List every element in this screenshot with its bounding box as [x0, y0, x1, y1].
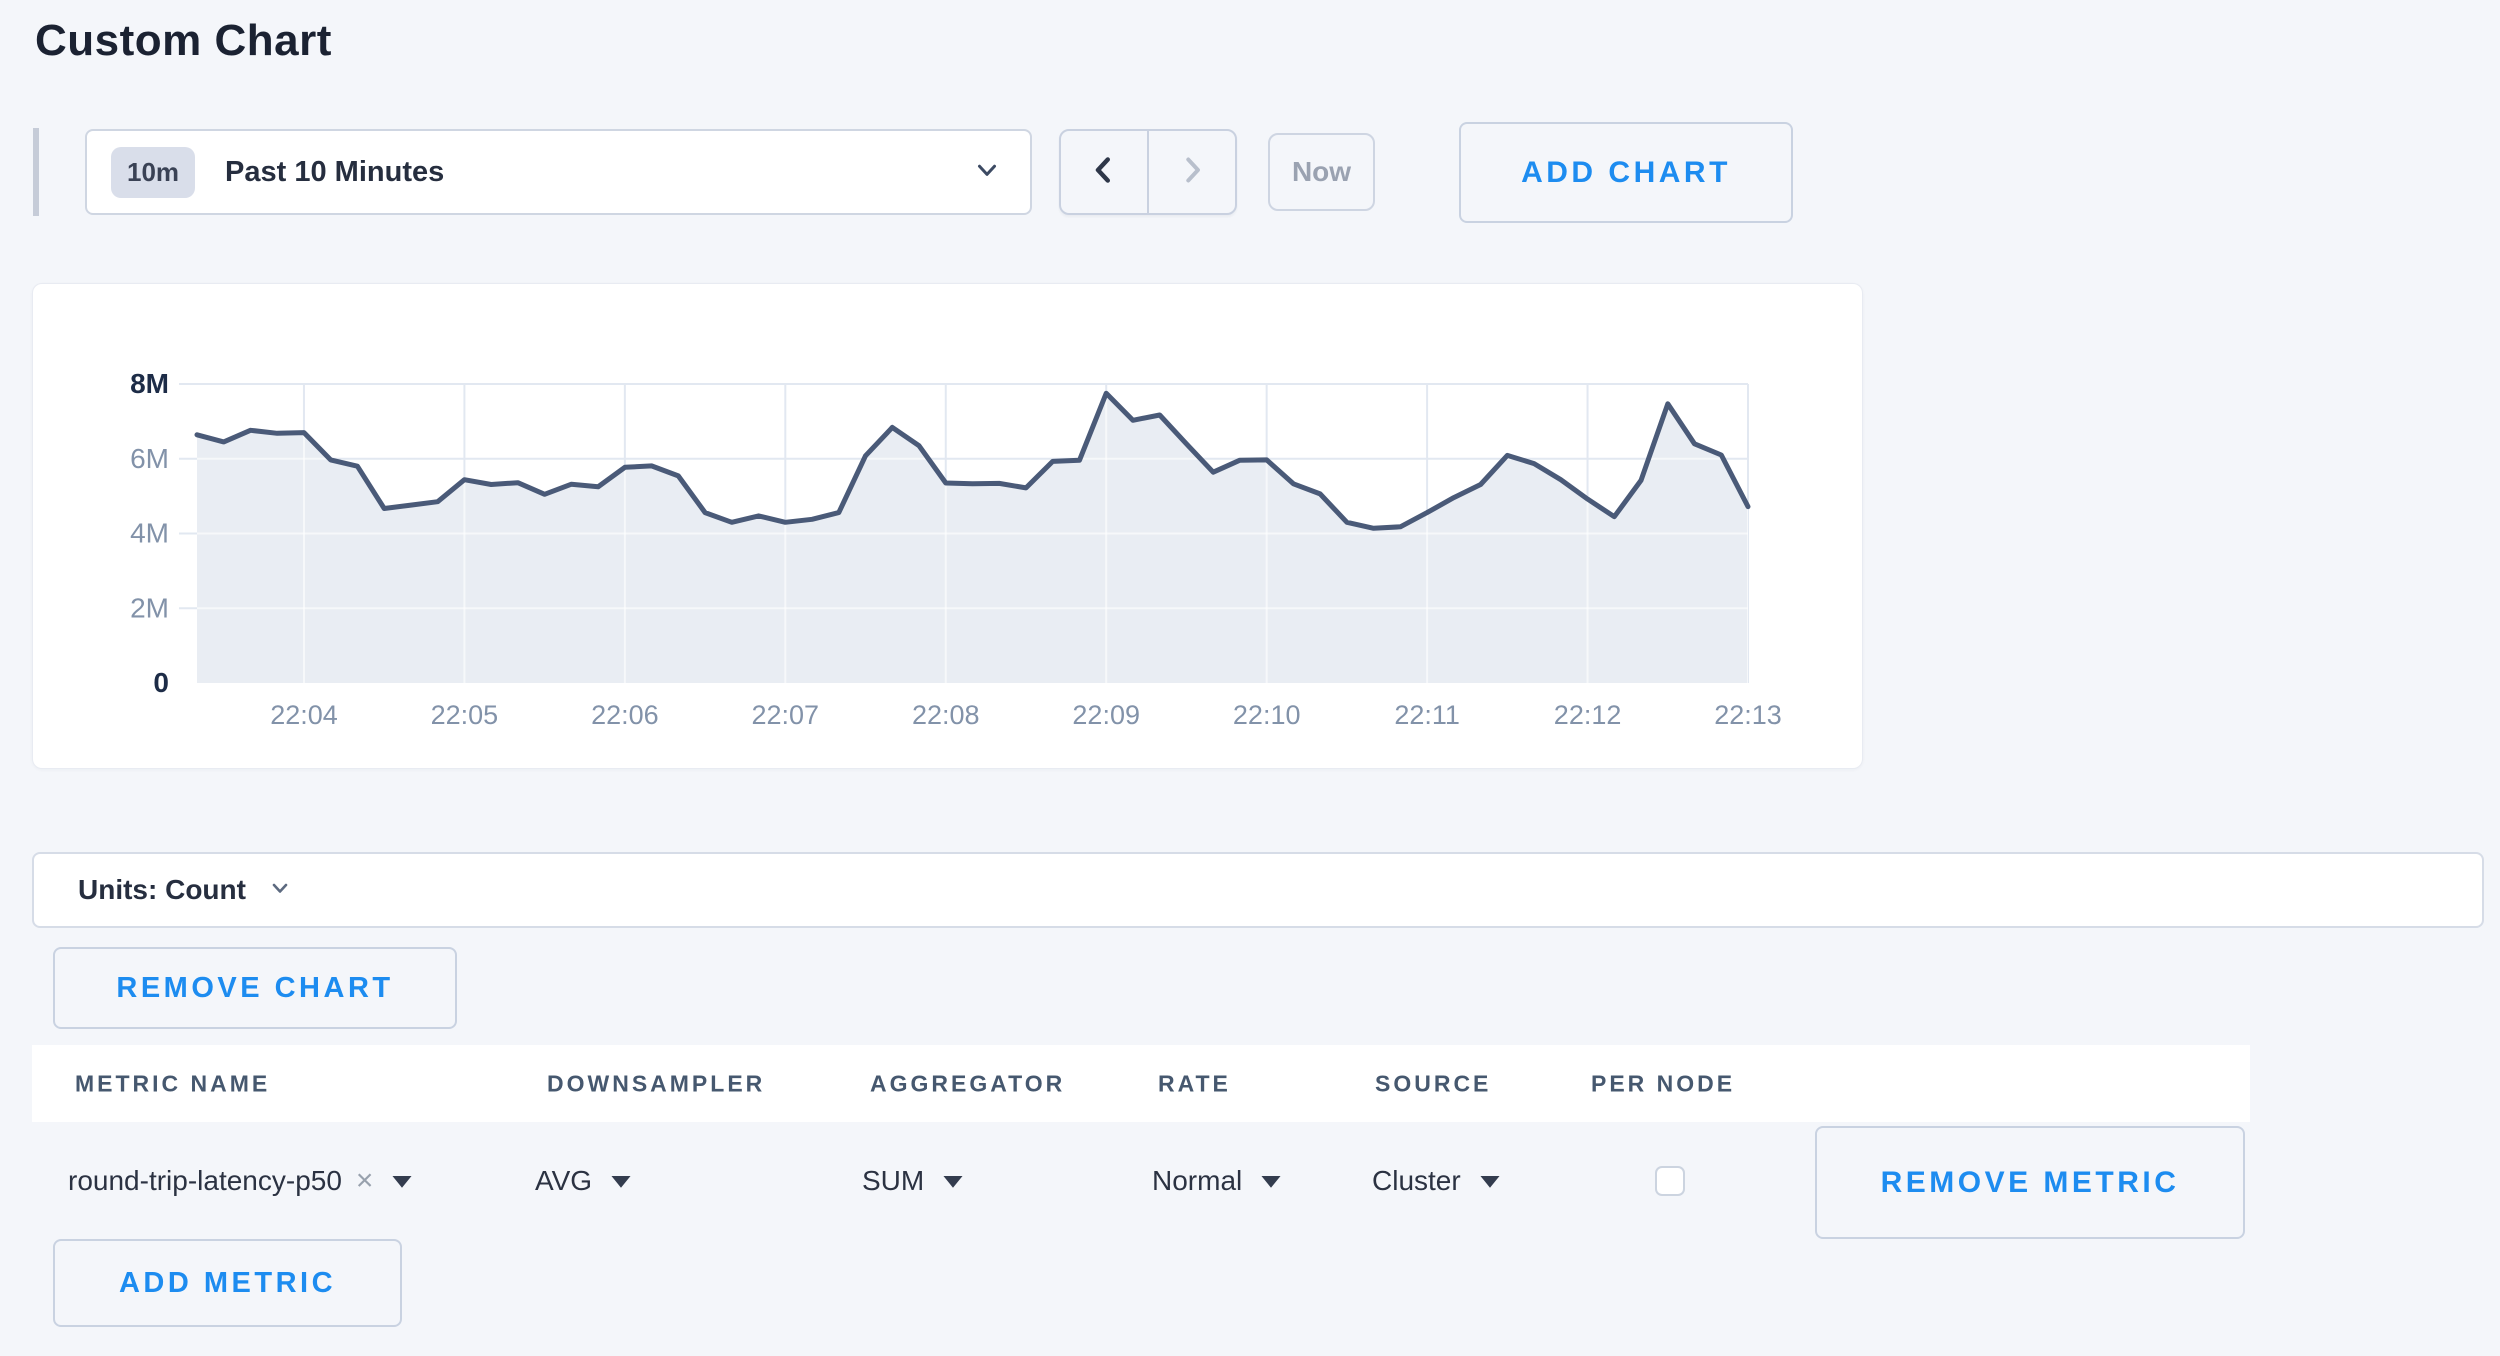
y-axis-label: 4M: [130, 518, 169, 549]
column-header-aggregator: AGGREGATOR: [870, 1070, 1066, 1096]
clear-metric-icon[interactable]: ×: [355, 1164, 374, 1197]
caret-down-icon: [1260, 1174, 1282, 1189]
x-axis-label: 22:12: [1554, 700, 1622, 730]
next-time-button[interactable]: [1149, 131, 1235, 213]
metric-row: round-trip-latency-p50 × AVG SUM Normal: [0, 1122, 2500, 1240]
units-label: Units: Count: [78, 874, 246, 905]
column-header-per-node: PER NODE: [1591, 1070, 1736, 1096]
time-step-button-group: [1059, 129, 1237, 215]
downsampler-select[interactable]: AVG: [535, 1165, 632, 1197]
area-fill: [197, 393, 1748, 683]
rate-value: Normal: [1152, 1165, 1243, 1196]
add-chart-button[interactable]: ADD CHART: [1459, 122, 1793, 223]
page-title: Custom Chart: [35, 16, 332, 65]
time-range-label: Past 10 Minutes: [225, 155, 445, 188]
x-axis-label: 22:07: [752, 700, 820, 730]
x-axis-label: 22:08: [912, 700, 980, 730]
caret-down-icon: [1479, 1174, 1501, 1189]
y-axis-label: 8M: [130, 368, 169, 399]
aggregator-select[interactable]: SUM: [862, 1165, 964, 1197]
x-axis-label: 22:05: [431, 700, 499, 730]
per-node-checkbox[interactable]: [1655, 1166, 1685, 1196]
x-axis-label: 22:04: [270, 700, 338, 730]
rate-select[interactable]: Normal: [1152, 1165, 1282, 1197]
column-header-metric-name: METRIC NAME: [75, 1070, 271, 1096]
x-axis-label: 22:09: [1072, 700, 1140, 730]
caret-down-icon: [610, 1174, 632, 1189]
time-range-select[interactable]: 10m Past 10 Minutes: [85, 129, 1032, 215]
remove-metric-button[interactable]: REMOVE METRIC: [1815, 1126, 2245, 1239]
source-value: Cluster: [1372, 1165, 1461, 1196]
chevron-down-icon: [972, 155, 1002, 190]
time-range-badge: 10m: [111, 146, 196, 198]
column-header-source: SOURCE: [1375, 1070, 1492, 1096]
remove-chart-button[interactable]: REMOVE CHART: [53, 947, 457, 1029]
chevron-down-icon: [268, 876, 292, 905]
column-header-rate: RATE: [1158, 1070, 1231, 1096]
add-metric-button[interactable]: ADD METRIC: [53, 1239, 402, 1327]
x-axis-label: 22:10: [1233, 700, 1301, 730]
now-button[interactable]: Now: [1268, 133, 1375, 211]
caret-down-icon: [391, 1174, 413, 1189]
y-axis-label: 0: [153, 667, 169, 698]
timeseries-area-chart: 8M 6M 4M 2M 0 22:04 22:05 22:06 22:07 22:08 22:09 2…: [130, 368, 1782, 730]
y-axis-label: 2M: [130, 592, 169, 623]
chart-panel: 8M 6M 4M 2M 0 22:04 22:05 22:06 22:07 22:08 22:09 2…: [32, 283, 1863, 769]
source-select[interactable]: Cluster: [1372, 1165, 1501, 1197]
x-axis-label: 22:13: [1714, 700, 1782, 730]
caret-down-icon: [942, 1174, 964, 1189]
toolbar-accent-bar: [33, 128, 39, 216]
aggregator-value: SUM: [862, 1165, 925, 1196]
units-select[interactable]: Units: Count: [32, 852, 2484, 928]
chevron-left-icon: [1086, 152, 1122, 193]
x-axis-label: 22:11: [1394, 700, 1460, 730]
chevron-right-icon: [1174, 152, 1210, 193]
metric-name-value: round-trip-latency-p50: [68, 1165, 342, 1196]
x-axis-label: 22:06: [591, 700, 659, 730]
metrics-table-header: METRIC NAME DOWNSAMPLER AGGREGATOR RATE …: [32, 1045, 2250, 1122]
column-header-downsampler: DOWNSAMPLER: [547, 1070, 766, 1096]
downsampler-value: AVG: [535, 1165, 593, 1196]
metric-name-select[interactable]: round-trip-latency-p50 ×: [68, 1165, 413, 1197]
series-line: [194, 390, 1751, 531]
previous-time-button[interactable]: [1061, 131, 1149, 213]
y-axis-label: 6M: [130, 443, 169, 474]
